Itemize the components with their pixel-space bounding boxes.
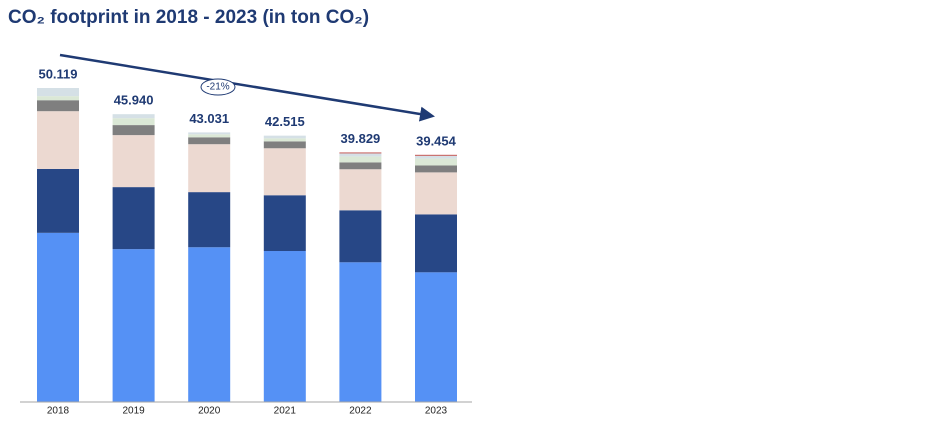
bar-segment — [188, 137, 231, 145]
bar-segment — [415, 214, 457, 273]
trend-arrow — [59, 53, 435, 122]
bar-segment — [188, 132, 231, 135]
total-label: 39.454 — [416, 133, 457, 148]
total-label: 45.940 — [114, 93, 154, 108]
bar-segment — [263, 148, 306, 196]
bar-segment — [415, 155, 457, 159]
annotation-oval — [200, 78, 236, 96]
bar-segment — [415, 158, 457, 166]
bar-segment — [339, 152, 382, 154]
bar-segment — [415, 154, 457, 156]
bar-segment — [37, 96, 79, 101]
bar-segment — [37, 111, 79, 169]
bar-segment — [37, 168, 79, 233]
x-tick-label: 2018 — [47, 406, 70, 417]
total-label: 42.515 — [265, 114, 305, 129]
bar-segment — [339, 156, 382, 163]
bar-segment — [263, 251, 306, 402]
x-tick-label: 2023 — [425, 406, 448, 417]
total-label: 43.031 — [189, 111, 229, 126]
x-tick-label: 2022 — [349, 406, 372, 417]
bar-segment — [188, 192, 231, 248]
bar-segment — [112, 114, 155, 119]
bar-segment — [112, 125, 155, 136]
bar-segment — [415, 172, 457, 215]
bar-segment — [188, 144, 231, 193]
bar-segment — [263, 141, 306, 149]
bar-segment — [339, 210, 382, 263]
bar-segment — [415, 165, 457, 173]
annotation: -21% — [206, 82, 229, 93]
x-tick-label: 2019 — [122, 406, 145, 417]
bar-segment — [188, 247, 231, 402]
bar-segment — [112, 135, 155, 188]
total-label: 39.829 — [341, 131, 381, 146]
bar-segment — [37, 88, 79, 97]
bar-segment — [339, 262, 382, 402]
bar-segment — [263, 138, 306, 142]
total-label: 50.119 — [38, 66, 77, 81]
bar-segment — [415, 272, 457, 402]
x-tick-label: 2020 — [198, 406, 221, 417]
bar-segment — [339, 169, 382, 211]
chart-title: CO₂ footprint in 2018 - 2023 (in ton CO₂… — [8, 7, 369, 28]
bar-segment — [263, 135, 306, 139]
bar-segment — [188, 134, 231, 138]
bar-segment — [263, 195, 306, 252]
bar-segment — [37, 232, 79, 402]
x-tick-label: 2021 — [274, 406, 297, 417]
bar-segment — [112, 187, 155, 250]
bar-segment — [37, 100, 79, 112]
bar-segment — [339, 162, 382, 170]
bar-segment — [112, 249, 155, 402]
bar-segment — [112, 118, 155, 126]
bar-segment — [339, 153, 382, 157]
